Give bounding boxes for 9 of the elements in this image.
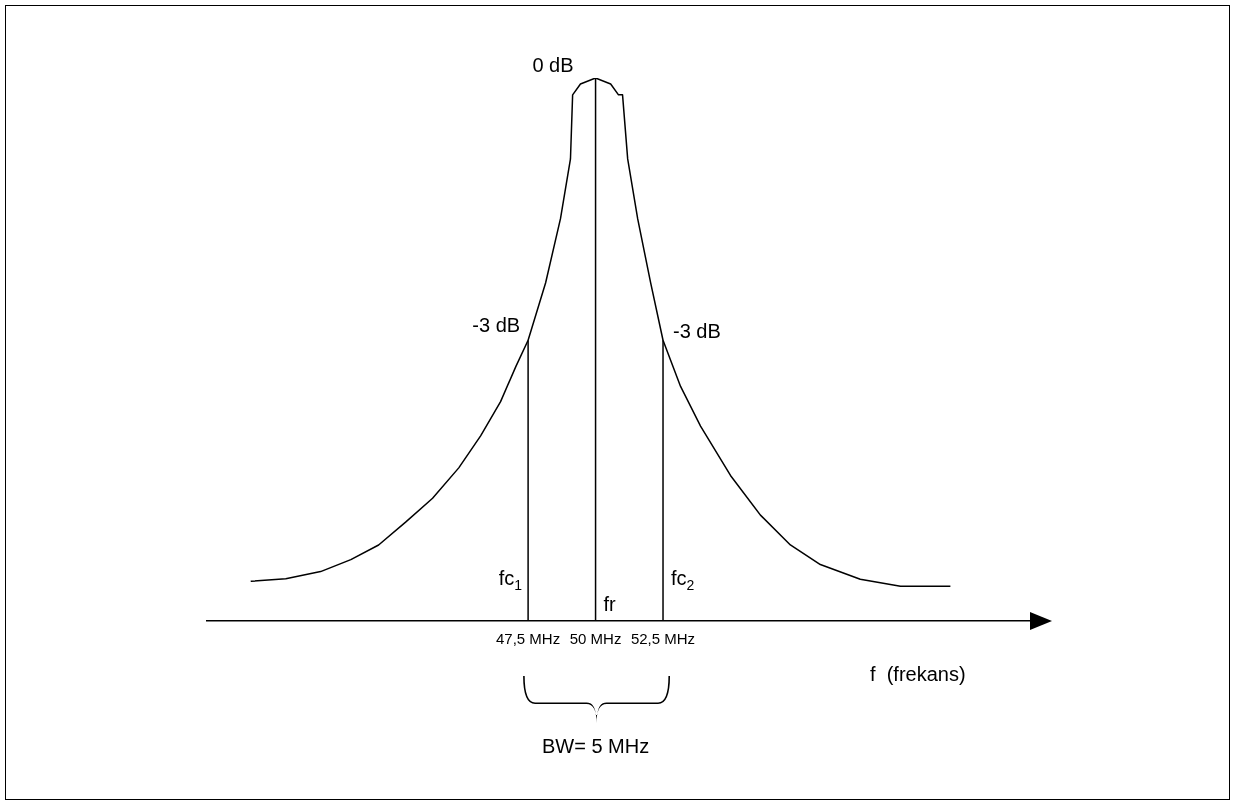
ref-line-label: fr	[603, 593, 617, 615]
x-tick-label: 50 MHz	[569, 630, 622, 648]
annotation: -3 dB	[472, 314, 521, 337]
x-tick-label: 52,5 MHz	[630, 630, 696, 648]
annotation: -3 dB	[673, 320, 721, 343]
x-axis-title: f (frekans)	[870, 663, 966, 685]
text: BW= 5 MHz	[541, 735, 650, 757]
x-tick-label: 47,5 MHz	[496, 630, 561, 648]
annotation: 0 dB	[532, 54, 574, 76]
